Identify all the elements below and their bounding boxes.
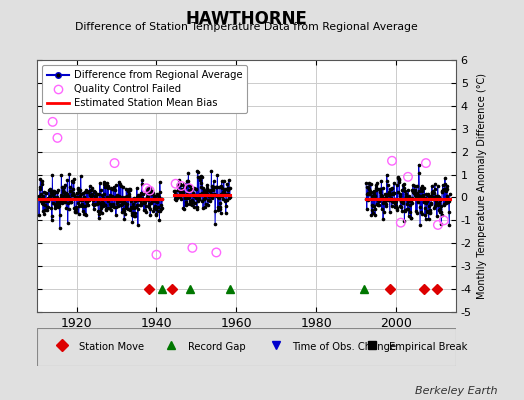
Point <box>48 119 57 125</box>
Legend: Difference from Regional Average, Quality Control Failed, Estimated Station Mean: Difference from Regional Average, Qualit… <box>42 65 247 113</box>
Text: Difference of Station Temperature Data from Regional Average: Difference of Station Temperature Data f… <box>75 22 418 32</box>
Text: HAWTHORNE: HAWTHORNE <box>185 10 307 28</box>
Point <box>404 174 412 180</box>
Point <box>422 160 430 166</box>
Point <box>177 183 185 189</box>
Point <box>171 180 180 187</box>
Point <box>143 185 151 192</box>
Text: Berkeley Earth: Berkeley Earth <box>416 386 498 396</box>
Point <box>212 249 221 256</box>
Point <box>188 245 196 251</box>
Point <box>185 185 193 192</box>
Text: Record Gap: Record Gap <box>188 342 245 352</box>
Point <box>440 217 448 224</box>
Point <box>111 160 119 166</box>
Point <box>152 252 161 258</box>
Text: Empirical Break: Empirical Break <box>389 342 467 352</box>
Text: Time of Obs. Change: Time of Obs. Change <box>292 342 397 352</box>
Point <box>434 222 442 228</box>
Point <box>397 220 405 226</box>
Text: Station Move: Station Move <box>79 342 144 352</box>
Point <box>146 187 154 194</box>
Y-axis label: Monthly Temperature Anomaly Difference (°C): Monthly Temperature Anomaly Difference (… <box>477 73 487 299</box>
Point <box>53 135 62 141</box>
Point <box>388 158 396 164</box>
